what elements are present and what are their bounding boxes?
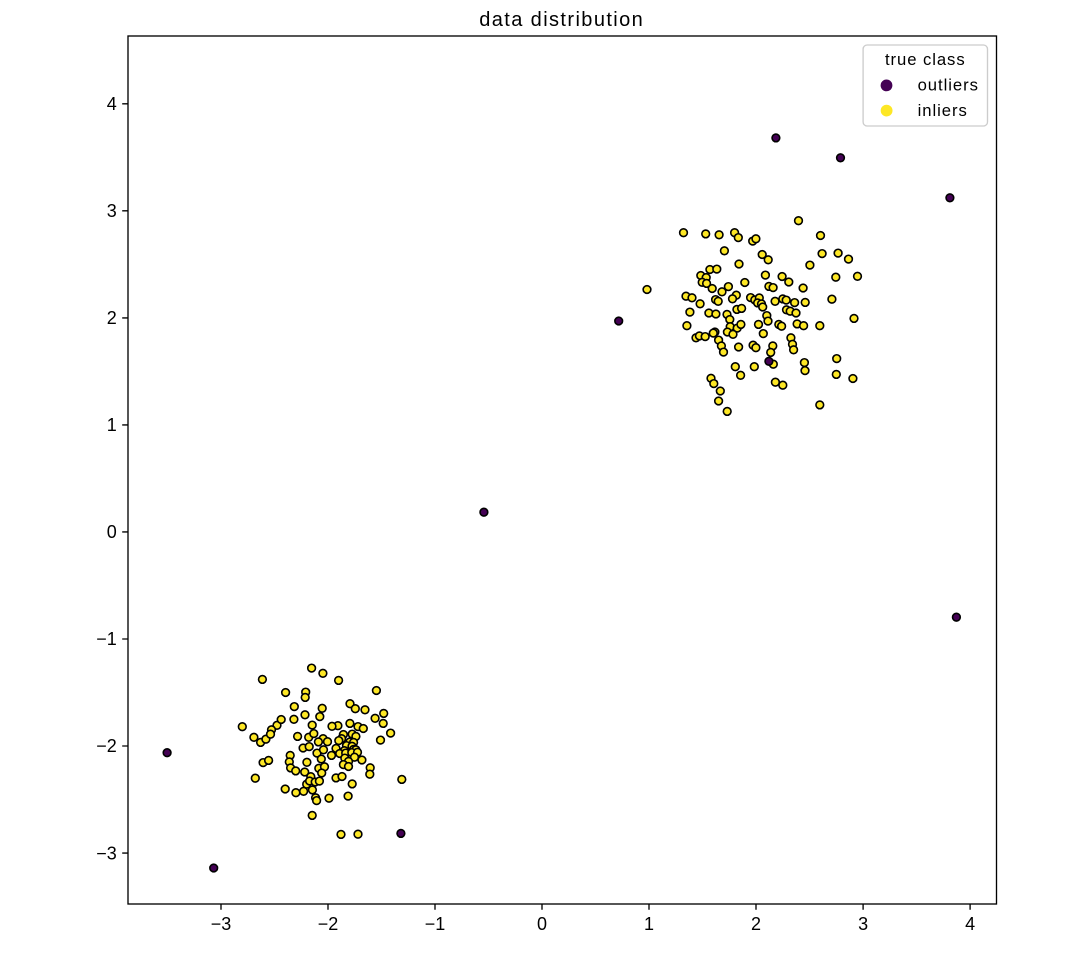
svg-text:4: 4 bbox=[107, 94, 117, 114]
svg-text:−1: −1 bbox=[425, 914, 446, 934]
svg-text:outliers: outliers bbox=[918, 76, 979, 95]
svg-text:3: 3 bbox=[858, 914, 868, 934]
svg-text:2: 2 bbox=[107, 308, 117, 328]
svg-text:1: 1 bbox=[107, 415, 117, 435]
svg-text:1: 1 bbox=[644, 914, 654, 934]
svg-text:3: 3 bbox=[107, 201, 117, 221]
svg-text:data distribution: data distribution bbox=[479, 9, 644, 31]
svg-text:−2: −2 bbox=[318, 914, 339, 934]
svg-text:0: 0 bbox=[107, 522, 117, 542]
svg-text:2: 2 bbox=[751, 914, 761, 934]
svg-text:−1: −1 bbox=[96, 629, 117, 649]
svg-text:−2: −2 bbox=[96, 736, 117, 756]
svg-text:0: 0 bbox=[537, 914, 547, 934]
svg-text:inliers: inliers bbox=[918, 101, 968, 120]
svg-text:4: 4 bbox=[965, 914, 975, 934]
svg-text:−3: −3 bbox=[211, 914, 232, 934]
svg-text:true class: true class bbox=[885, 50, 966, 69]
svg-text:−3: −3 bbox=[96, 843, 117, 863]
